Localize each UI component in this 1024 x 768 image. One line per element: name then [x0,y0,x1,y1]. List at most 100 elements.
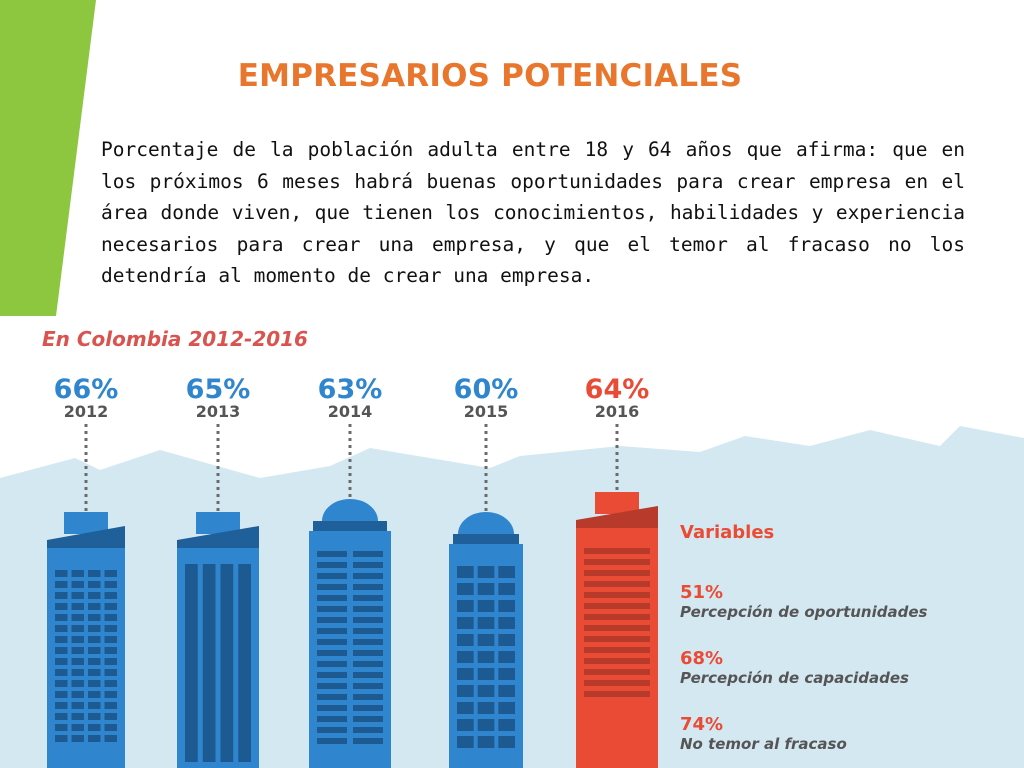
building-window [317,562,347,568]
building-window [584,636,650,642]
building-window [353,694,383,700]
building-window [88,625,101,632]
building-window [55,647,68,654]
building-window [457,634,474,646]
category-label: 2014 [328,402,373,421]
building-window [353,617,383,623]
building-window [317,727,347,733]
building-window [457,600,474,612]
building-window [71,724,84,731]
building-window [457,719,474,731]
building-window [88,735,101,742]
building-window [317,672,347,678]
building-window [477,634,495,646]
building-window [55,680,68,687]
building-window [88,647,101,654]
building-window [317,639,347,645]
category-label: 2016 [595,402,640,421]
legend-value: 68% [680,648,723,669]
building-window [317,617,347,623]
building-window [317,716,347,722]
building-window [353,584,383,590]
building-window [88,669,101,676]
building-window [584,691,650,697]
building-roof [64,512,108,534]
building-window [477,600,495,612]
building-window [104,680,117,687]
building-window [353,738,383,744]
building-window [202,564,216,762]
building-window [457,685,474,697]
building-roof [196,512,240,534]
building-window [317,650,347,656]
building-window [353,573,383,579]
building-window [88,614,101,621]
building-window [55,691,68,698]
building-window [104,636,117,643]
building-window [477,668,495,680]
building-window [88,603,101,610]
building-window [353,727,383,733]
building-window [317,595,347,601]
category-label: 2012 [64,402,109,421]
building-window [71,625,84,632]
building-window [498,583,515,595]
building-window [104,713,117,720]
building-window [55,724,68,731]
value-label: 66% [54,374,119,405]
building-window [477,566,495,578]
building-window [498,651,515,663]
building-window [477,583,495,595]
building-window [353,606,383,612]
building-window [457,566,474,578]
building-window [317,683,347,689]
building-window [88,581,101,588]
building-window [584,570,650,576]
value-label: 63% [318,374,383,405]
building-window [498,617,515,629]
building-window [104,570,117,577]
building-window [88,592,101,599]
building-window [353,628,383,634]
building-roof-slope [47,526,125,548]
building-window [353,661,383,667]
building-window [457,668,474,680]
infographic-chart: En Colombia 2012-2016 66%201265%201363%2… [0,327,1024,768]
building-window [317,573,347,579]
building-window [104,724,117,731]
building-window [71,713,84,720]
building-window [498,719,515,731]
building-window [457,583,474,595]
building-window [498,736,515,748]
building-window [104,647,117,654]
building-window [317,694,347,700]
building-window [71,581,84,588]
building-window [55,658,68,665]
building-window [238,564,251,762]
building-window [457,651,474,663]
building-window [317,584,347,590]
building-window [477,736,495,748]
building-window [498,668,515,680]
building-window [55,625,68,632]
building-window [584,658,650,664]
building-window [88,636,101,643]
building-window [55,603,68,610]
building-window [584,559,650,565]
building-roof [595,492,639,514]
building-window [477,617,495,629]
legend-label: Percepción de capacidades [680,669,909,687]
building-window [55,614,68,621]
category-label: 2015 [464,402,509,421]
building-window [88,658,101,665]
building-window [584,614,650,620]
building-window [584,581,650,587]
category-label: 2013 [196,402,241,421]
building-window [498,702,515,714]
building-window [353,683,383,689]
building-dome [458,512,514,534]
building-window [104,592,117,599]
legend-value: 74% [680,714,723,735]
building-window [317,705,347,711]
building-window [71,702,84,709]
